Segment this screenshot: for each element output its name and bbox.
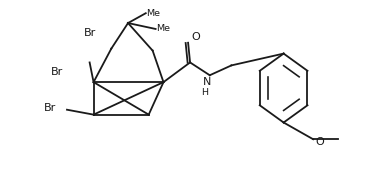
Text: N: N	[203, 77, 211, 87]
Text: H: H	[202, 88, 209, 98]
Text: O: O	[316, 137, 324, 147]
Text: Me: Me	[145, 9, 159, 18]
Text: Br: Br	[84, 28, 96, 38]
Text: Me: Me	[156, 24, 170, 33]
Text: Br: Br	[51, 67, 63, 77]
Text: Br: Br	[44, 103, 56, 113]
Text: O: O	[192, 32, 200, 42]
